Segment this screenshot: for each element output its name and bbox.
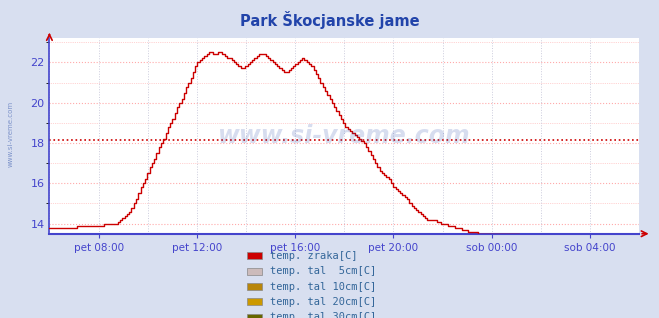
Text: temp. tal 30cm[C]: temp. tal 30cm[C] xyxy=(270,312,376,318)
Text: temp. tal 10cm[C]: temp. tal 10cm[C] xyxy=(270,281,376,292)
Text: temp. tal  5cm[C]: temp. tal 5cm[C] xyxy=(270,266,376,276)
Text: Park Škocjanske jame: Park Škocjanske jame xyxy=(240,11,419,29)
Text: www.si-vreme.com: www.si-vreme.com xyxy=(8,100,14,167)
Text: temp. zraka[C]: temp. zraka[C] xyxy=(270,251,357,261)
Text: www.si-vreme.com: www.si-vreme.com xyxy=(218,124,471,148)
Text: temp. tal 20cm[C]: temp. tal 20cm[C] xyxy=(270,297,376,307)
